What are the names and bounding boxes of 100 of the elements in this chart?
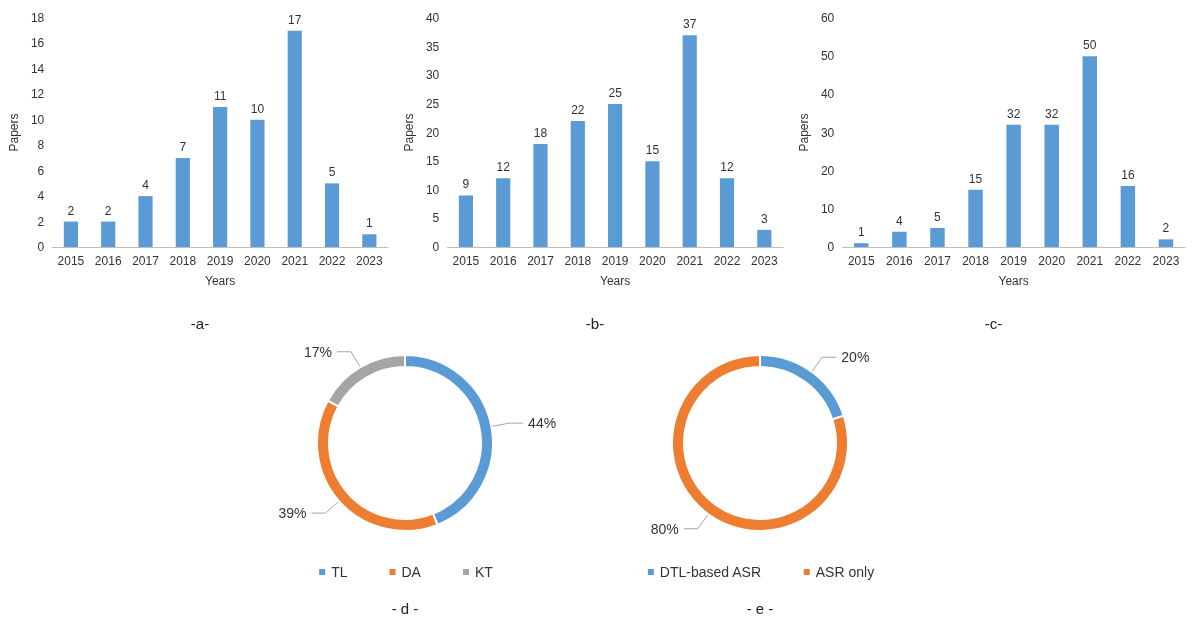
data-label: 32 — [1006, 106, 1021, 121]
bar — [645, 161, 660, 247]
legend-label: ASR only — [815, 564, 875, 580]
x-tick-label: 2019 — [601, 254, 629, 268]
y-tick-label: 20 — [425, 125, 440, 140]
data-label: 12 — [720, 160, 735, 175]
x-tick-label: 2020 — [1038, 254, 1066, 268]
data-label: 17% — [304, 343, 333, 360]
y-tick-label: 0 — [37, 240, 45, 254]
x-tick-label: 2023 — [751, 254, 779, 268]
y-axis-title: Papers — [7, 113, 21, 152]
x-axis-title: Years — [998, 274, 1029, 288]
data-label: 22 — [571, 103, 585, 118]
y-tick-label: 10 — [820, 201, 835, 216]
data-label: 1 — [366, 216, 373, 231]
data-label: 15 — [968, 171, 983, 186]
data-label: 10 — [250, 101, 265, 116]
bar — [682, 35, 697, 247]
data-label: 44% — [528, 415, 557, 432]
bar — [892, 231, 907, 247]
y-tick-label: 2 — [37, 214, 45, 229]
data-label: 2 — [67, 203, 75, 218]
data-label: 37 — [683, 17, 697, 32]
y-tick-label: 15 — [425, 154, 440, 169]
bar — [533, 143, 548, 247]
x-axis-title: Years — [205, 274, 236, 288]
bar — [496, 178, 511, 247]
x-tick-label: 2015 — [57, 254, 85, 268]
x-tick-label: 2022 — [1114, 254, 1142, 268]
data-label: 5 — [328, 165, 336, 180]
text: -b- — [585, 315, 605, 332]
y-tick-label: 12 — [30, 87, 45, 102]
data-label: 2 — [104, 203, 112, 218]
data-label: 16 — [1121, 167, 1135, 182]
bar — [175, 157, 190, 247]
x-tick-label: 2017 — [132, 254, 160, 268]
y-tick-label: 20 — [820, 163, 835, 178]
bar — [101, 221, 116, 247]
data-label: 4 — [142, 178, 150, 193]
x-tick-label: 2022 — [318, 254, 346, 268]
x-tick-label: 2019 — [1000, 254, 1028, 268]
data-label: 17 — [288, 12, 302, 27]
bar — [719, 178, 735, 247]
text: - e - — [746, 600, 774, 617]
data-label: 4 — [896, 213, 904, 228]
data-label: 12 — [496, 160, 511, 175]
bar — [287, 30, 302, 247]
y-tick-label: 5 — [432, 211, 440, 226]
x-tick-label: 2021 — [676, 254, 704, 268]
y-tick-label: 10 — [30, 112, 45, 127]
x-tick-label: 2021 — [1076, 254, 1104, 268]
y-tick-label: 10 — [425, 182, 440, 197]
x-tick-label: 2015 — [847, 254, 875, 268]
bar — [138, 196, 153, 247]
y-tick-label: 4 — [37, 189, 45, 204]
bar — [458, 195, 473, 247]
data-label: 80% — [650, 520, 679, 537]
data-label: 3 — [761, 211, 768, 226]
y-tick-label: 8 — [37, 138, 45, 153]
data-label: 32 — [1045, 106, 1059, 121]
x-tick-label: 2016 — [94, 254, 122, 268]
x-axis-title: Years — [600, 274, 631, 288]
y-tick-label: 0 — [827, 240, 835, 254]
x-tick-label: 2018 — [962, 254, 990, 268]
y-axis-title: Papers — [402, 113, 416, 152]
y-tick-label: 25 — [425, 96, 440, 111]
x-tick-label: 2018 — [169, 254, 197, 268]
x-tick-label: 2017 — [527, 254, 555, 268]
y-tick-label: 50 — [820, 49, 835, 64]
x-tick-label: 2017 — [924, 254, 952, 268]
y-tick-label: 60 — [820, 11, 835, 25]
bar — [854, 243, 869, 247]
x-tick-label: 2020 — [244, 254, 272, 268]
data-label: 7 — [179, 139, 187, 154]
data-label: 25 — [608, 85, 623, 100]
bar — [1158, 239, 1174, 247]
x-tick-label: 2023 — [356, 254, 384, 268]
x-tick-label: 2023 — [1152, 254, 1180, 268]
bar — [324, 183, 340, 247]
bar — [608, 103, 623, 247]
y-tick-label: 35 — [425, 39, 440, 54]
x-tick-label: 2022 — [713, 254, 741, 268]
text: -c- — [984, 315, 1003, 332]
bar — [930, 227, 945, 247]
bar — [757, 229, 772, 247]
bar — [1044, 124, 1059, 247]
y-tick-label: 40 — [425, 11, 440, 25]
y-tick-label: 14 — [30, 61, 45, 76]
bar — [1082, 56, 1098, 247]
x-tick-label: 2016 — [886, 254, 914, 268]
data-label: 20% — [841, 349, 870, 366]
x-tick-label: 2021 — [281, 254, 309, 268]
data-label: 2 — [1162, 221, 1170, 236]
data-label: 1 — [857, 225, 865, 240]
x-tick-label: 2016 — [489, 254, 517, 268]
x-tick-label: 2020 — [639, 254, 667, 268]
legend-label: DA — [401, 564, 422, 580]
bar — [213, 107, 228, 247]
data-label: 39% — [278, 505, 307, 522]
legend-label: KT — [474, 564, 494, 580]
